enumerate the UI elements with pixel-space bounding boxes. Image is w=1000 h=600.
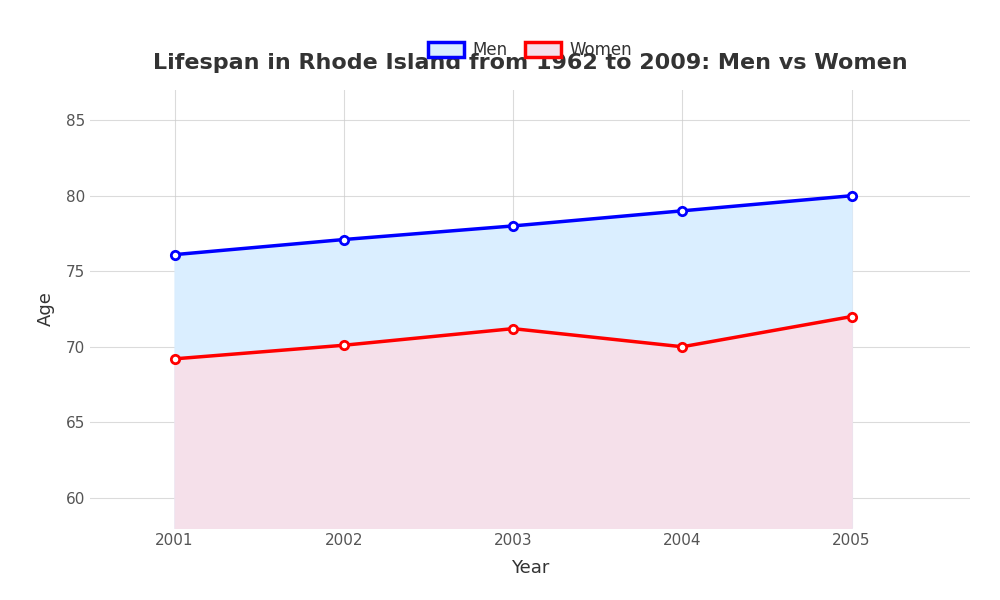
- Title: Lifespan in Rhode Island from 1962 to 2009: Men vs Women: Lifespan in Rhode Island from 1962 to 20…: [153, 53, 907, 73]
- X-axis label: Year: Year: [511, 559, 549, 577]
- Legend: Men, Women: Men, Women: [428, 41, 632, 59]
- Y-axis label: Age: Age: [37, 292, 55, 326]
